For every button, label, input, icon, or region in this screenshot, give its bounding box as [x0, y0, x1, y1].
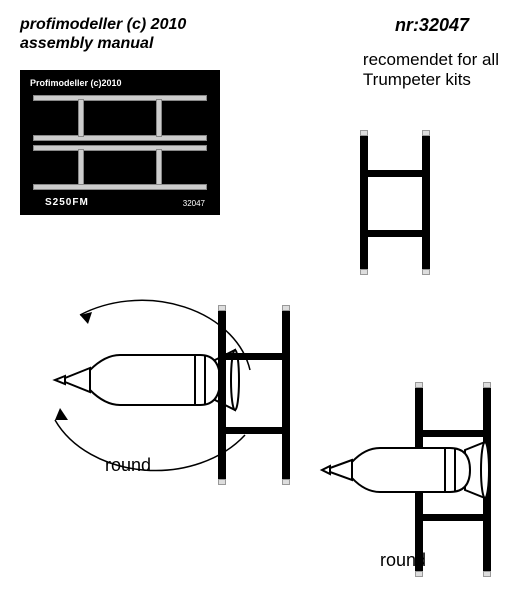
pe-vbar — [78, 149, 84, 185]
ladder-top-right — [360, 130, 430, 275]
pe-fret-inner: Profimodeller (c)2010 S250FM 32047 — [25, 75, 215, 210]
pe-hbar — [33, 184, 207, 190]
bomb-assembly-right — [300, 410, 520, 530]
ladder-rung — [226, 353, 282, 360]
bomb-shape-icon — [55, 350, 239, 410]
pe-vbar — [156, 99, 162, 137]
ladder-cap — [415, 571, 423, 577]
pe-label-product: S250FM — [45, 197, 89, 208]
ladder-rung — [368, 230, 422, 237]
pe-label-nr: 32047 — [183, 199, 205, 208]
ladder-rail — [422, 136, 430, 269]
bomb-right-svg — [300, 410, 520, 530]
pe-vbar — [78, 99, 84, 137]
ladder-cap — [483, 571, 491, 577]
bomb-shape-icon — [322, 442, 489, 498]
pe-hbar — [33, 95, 207, 101]
ladder-cap — [282, 479, 290, 485]
recommend-line1: recomendet for all — [363, 50, 499, 70]
recommend-text: recomendet for all Trumpeter kits — [363, 50, 499, 91]
ladder-rail — [218, 311, 226, 479]
round-label-right: round — [380, 550, 426, 571]
round-label-left: round — [105, 455, 151, 476]
ladder-rung — [368, 170, 422, 177]
pe-label-brand: Profimodeller (c)2010 — [30, 78, 122, 88]
ladder-cap — [360, 269, 368, 275]
ladder-rail — [360, 136, 368, 269]
header-brand: profimodeller (c) 2010 assembly manual — [20, 15, 186, 53]
pe-hbar — [33, 145, 207, 151]
ladder-rail — [282, 311, 290, 479]
product-number: nr:32047 — [395, 15, 469, 36]
pe-hbar — [33, 135, 207, 141]
recommend-line2: Trumpeter kits — [363, 70, 499, 90]
pe-fret-frame: Profimodeller (c)2010 S250FM 32047 — [20, 70, 220, 215]
pe-parts — [33, 93, 207, 192]
ladder-rung — [226, 427, 282, 434]
pe-vbar — [156, 149, 162, 185]
brand-line1: profimodeller (c) 2010 — [20, 15, 186, 34]
ladder-cap — [218, 479, 226, 485]
brand-line2: assembly manual — [20, 34, 186, 53]
ladder-cap — [422, 269, 430, 275]
ladder-bottom-left — [218, 305, 290, 485]
